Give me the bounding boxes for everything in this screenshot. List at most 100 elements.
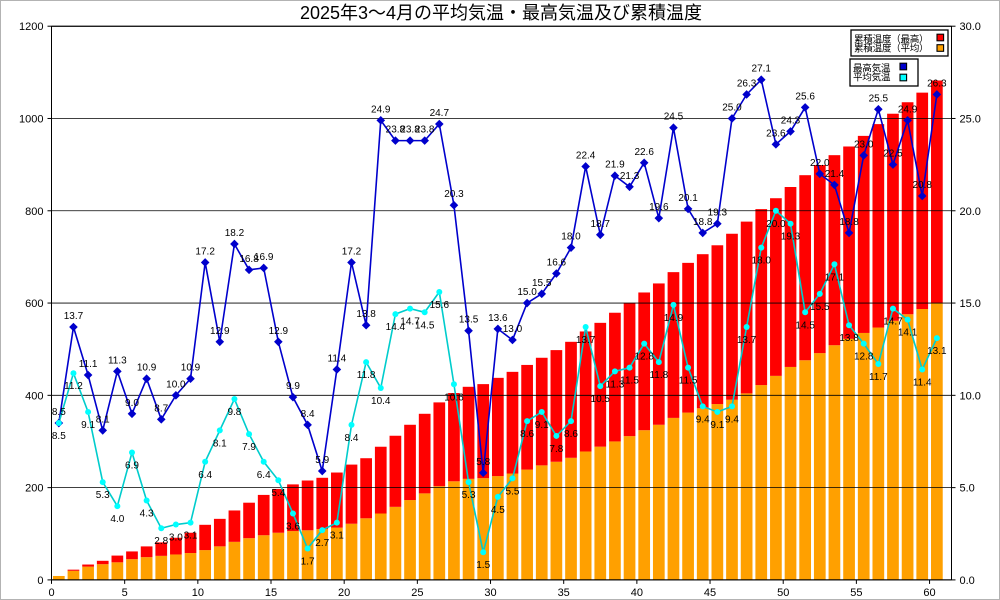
svg-text:13.6: 13.6 [488,313,508,324]
svg-text:0.0: 0.0 [960,575,975,587]
svg-text:26.3: 26.3 [927,78,947,89]
svg-text:5.0: 5.0 [960,483,975,495]
svg-text:24.9: 24.9 [371,104,391,115]
svg-text:11.1: 11.1 [79,359,98,370]
svg-text:2.8: 2.8 [154,536,168,547]
svg-text:18.0: 18.0 [561,232,581,243]
svg-text:19.3: 19.3 [708,208,728,219]
svg-text:11.5: 11.5 [679,376,698,387]
svg-text:23.0: 23.0 [854,139,874,150]
svg-text:11.4: 11.4 [913,377,932,388]
svg-text:9.4: 9.4 [725,414,739,425]
svg-text:18.0: 18.0 [752,256,772,267]
svg-text:26.3: 26.3 [737,78,757,89]
svg-text:25.5: 25.5 [869,93,889,104]
svg-text:15: 15 [265,587,277,599]
svg-text:17.1: 17.1 [825,272,845,283]
svg-text:10.9: 10.9 [137,363,157,374]
svg-text:21.4: 21.4 [825,169,845,180]
svg-text:10.4: 10.4 [371,396,391,407]
svg-text:13.1: 13.1 [927,346,947,357]
svg-text:14.5: 14.5 [795,320,815,331]
svg-text:8.4: 8.4 [345,433,359,444]
svg-text:8.5: 8.5 [52,431,66,442]
svg-text:13.5: 13.5 [459,315,479,326]
svg-text:25: 25 [411,587,423,599]
svg-text:20.1: 20.1 [678,193,698,204]
svg-text:13.7: 13.7 [64,311,84,322]
svg-text:1000: 1000 [19,113,43,125]
svg-text:22.0: 22.0 [810,158,830,169]
svg-text:600: 600 [25,298,43,310]
svg-text:9.8: 9.8 [227,407,241,418]
svg-text:24.5: 24.5 [664,112,684,123]
svg-text:5.3: 5.3 [96,490,110,501]
svg-text:9.1: 9.1 [81,420,95,431]
svg-text:3.0: 3.0 [169,533,183,544]
svg-text:24.9: 24.9 [898,104,918,115]
svg-text:11.8: 11.8 [649,370,668,381]
svg-text:20.3: 20.3 [444,189,464,200]
svg-text:45: 45 [704,587,716,599]
svg-text:200: 200 [25,483,43,495]
svg-text:8.6: 8.6 [520,429,534,440]
svg-text:24.7: 24.7 [430,108,450,119]
svg-text:13.7: 13.7 [576,335,596,346]
svg-text:9.1: 9.1 [710,420,724,431]
svg-text:11.2: 11.2 [64,381,83,392]
svg-text:10.9: 10.9 [181,363,201,374]
svg-text:18.8: 18.8 [839,217,859,228]
svg-text:18.2: 18.2 [225,228,245,239]
svg-text:16.9: 16.9 [254,252,274,263]
svg-text:15.0: 15.0 [960,298,981,310]
svg-text:平均気温: 平均気温 [853,72,891,84]
svg-text:15.5: 15.5 [810,302,830,313]
svg-text:3.1: 3.1 [184,531,198,542]
svg-text:16.6: 16.6 [547,258,567,269]
svg-text:11.8: 11.8 [357,370,376,381]
svg-text:10: 10 [192,587,204,599]
svg-text:12.9: 12.9 [269,326,289,337]
svg-text:17.2: 17.2 [195,246,215,257]
svg-text:9.1: 9.1 [535,420,549,431]
svg-text:5.8: 5.8 [476,457,490,468]
svg-text:13.0: 13.0 [503,324,523,335]
svg-text:800: 800 [25,206,43,218]
svg-text:11.5: 11.5 [620,376,639,387]
svg-text:1200: 1200 [19,21,43,33]
svg-text:30: 30 [484,587,496,599]
svg-text:14.9: 14.9 [664,313,684,324]
svg-text:12.8: 12.8 [634,352,654,363]
svg-text:25.6: 25.6 [795,91,815,102]
svg-text:累積温度（平均）: 累積温度（平均） [854,43,928,55]
svg-text:13.8: 13.8 [356,309,376,320]
svg-text:4.0: 4.0 [110,514,124,525]
svg-text:7.8: 7.8 [549,444,563,455]
svg-text:20: 20 [338,587,350,599]
svg-text:12.8: 12.8 [854,352,874,363]
svg-text:3.6: 3.6 [286,521,300,532]
svg-text:6.4: 6.4 [198,470,212,481]
svg-text:11.4: 11.4 [328,353,347,364]
svg-text:23.8: 23.8 [415,125,435,136]
svg-text:10.6: 10.6 [444,392,464,403]
svg-text:25.0: 25.0 [960,113,981,125]
svg-text:17.2: 17.2 [342,246,362,257]
svg-text:60: 60 [923,587,935,599]
svg-text:20.0: 20.0 [766,219,786,230]
svg-text:18.7: 18.7 [591,219,611,230]
svg-text:4.5: 4.5 [491,505,505,516]
svg-text:9.0: 9.0 [125,398,139,409]
svg-text:8.7: 8.7 [154,403,168,414]
svg-text:9.4: 9.4 [696,414,710,425]
svg-text:2025年3〜4月の平均気温・最高気温及び累積温度: 2025年3〜4月の平均気温・最高気温及び累積温度 [300,3,702,23]
svg-text:6.9: 6.9 [125,461,139,472]
svg-text:14.7: 14.7 [883,317,903,328]
svg-text:23.6: 23.6 [766,128,786,139]
svg-text:11.7: 11.7 [869,372,888,383]
svg-text:4.3: 4.3 [140,509,154,520]
svg-text:5: 5 [122,587,128,599]
svg-text:30.0: 30.0 [960,21,981,33]
svg-text:22.6: 22.6 [634,147,654,158]
svg-text:22.4: 22.4 [576,150,596,161]
